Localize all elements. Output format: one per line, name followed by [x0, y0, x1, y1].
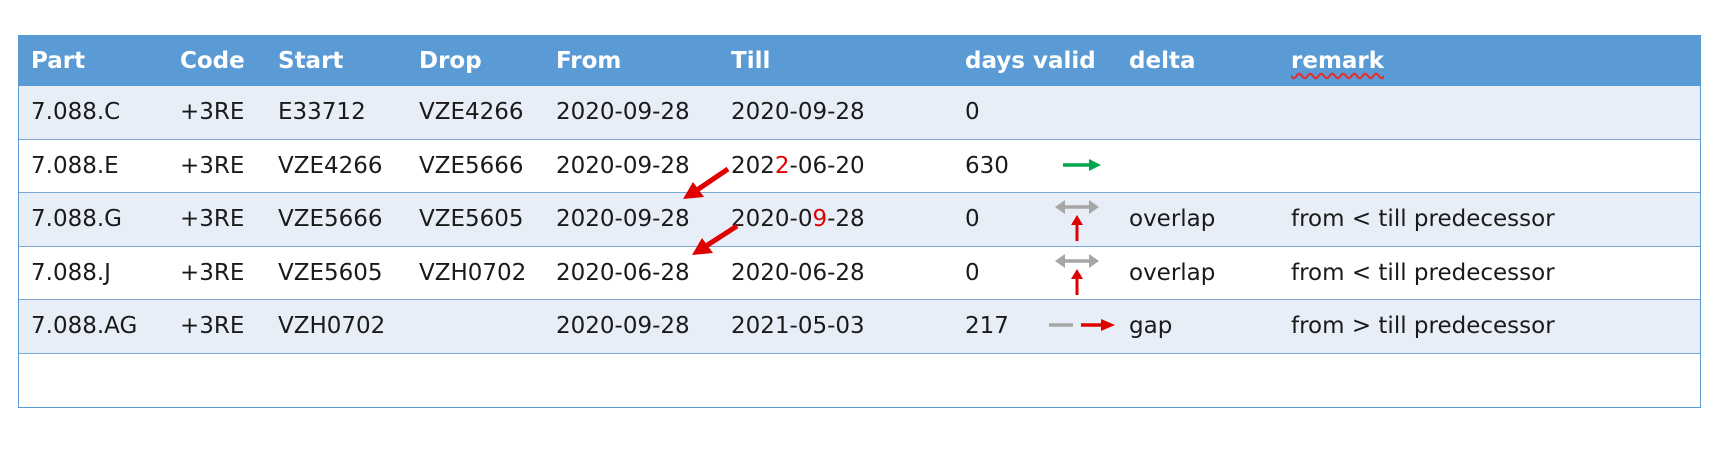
header-till: Till [731, 48, 771, 74]
cell-drop: VZE5666 [419, 152, 524, 179]
till-highlight: 2 [774, 152, 790, 179]
table-row-empty [19, 353, 1700, 407]
cell-drop: VZE4266 [419, 99, 524, 126]
cell-till: 2020-06-28 [731, 259, 865, 286]
cell-drop: VZH0702 [419, 259, 527, 286]
cell-code: +3RE [180, 152, 245, 179]
cell-drop: VZE5605 [419, 206, 524, 233]
gray-double-arrow-with-red-up-arrow-icon [1055, 253, 1099, 295]
cell-from: 2020-06-28 [556, 259, 690, 286]
cell-from: 2020-09-28 [556, 152, 690, 179]
cell-days-valid: 0 [965, 99, 980, 126]
table-row: 7.088.G +3RE VZE5666 VZE5605 2020-09-28 … [19, 193, 1700, 247]
till-part-a: 2020-0 [731, 206, 813, 233]
header-code: Code [180, 48, 245, 74]
cell-from: 2020-09-28 [556, 206, 690, 233]
cell-code: +3RE [180, 313, 245, 340]
cell-part: 7.088.AG [31, 313, 138, 340]
green-right-arrow-icon [1063, 158, 1101, 171]
header-drop: Drop [419, 48, 482, 74]
table-row: 7.088.E +3RE VZE4266 VZE5666 2020-09-28 … [19, 139, 1700, 193]
header-days-valid: days valid [965, 48, 1096, 74]
cell-till: 2021-05-03 [731, 313, 865, 340]
data-table: Part Code Start Drop From Till days vali… [18, 35, 1701, 408]
cell-remark: from < till predecessor [1291, 206, 1555, 233]
till-part-a: 202 [731, 152, 775, 179]
cell-part: 7.088.E [31, 152, 119, 179]
header-start: Start [278, 48, 344, 74]
header-part: Part [31, 48, 86, 74]
cell-days-valid: 630 [965, 152, 1009, 179]
cell-from: 2020-09-28 [556, 99, 690, 126]
cell-start: E33712 [278, 99, 366, 126]
header-from: From [556, 48, 622, 74]
cell-code: +3RE [180, 206, 245, 233]
cell-days-valid: 0 [965, 206, 980, 233]
cell-code: +3RE [180, 99, 245, 126]
cell-start: VZE5605 [278, 259, 383, 286]
cell-from: 2020-09-28 [556, 313, 690, 340]
cell-remark: from > till predecessor [1291, 313, 1555, 340]
header-delta: delta [1129, 48, 1196, 74]
cell-part: 7.088.C [31, 99, 121, 126]
till-highlight: 9 [812, 206, 828, 233]
cell-remark: from < till predecessor [1291, 259, 1555, 286]
gray-double-arrow-with-red-up-arrow-icon [1055, 200, 1099, 241]
table-header: Part Code Start Drop From Till days vali… [19, 36, 1700, 86]
cell-code: +3RE [180, 259, 245, 286]
cell-part: 7.088.J [31, 259, 111, 286]
cell-delta: overlap [1129, 259, 1216, 286]
cell-days-valid: 0 [965, 259, 980, 286]
cell-till: 2020-09-28 [731, 99, 865, 126]
table-row: 7.088.J +3RE VZE5605 VZH0702 2020-06-28 … [19, 246, 1700, 300]
cell-start: VZE4266 [278, 152, 383, 179]
cell-start: VZE5666 [278, 206, 383, 233]
till-part-b: -06-20 [789, 152, 865, 179]
gray-dash-red-right-arrow-icon [1049, 319, 1115, 331]
cell-delta: gap [1129, 313, 1173, 340]
table-row: 7.088.C +3RE E33712 VZE4266 2020-09-28 2… [19, 86, 1700, 140]
header-remark-text: remark [1291, 48, 1385, 74]
till-part-b: -28 [827, 206, 865, 233]
cell-delta: overlap [1129, 206, 1216, 233]
cell-till: 202 2 -06-20 [731, 140, 865, 193]
header-remark: remark [1291, 36, 1384, 86]
cell-part: 7.088.G [31, 206, 122, 233]
cell-start: VZH0702 [278, 313, 386, 340]
table-row: 7.088.AG +3RE VZH0702 2020-09-28 2021-05… [19, 300, 1700, 354]
cell-days-valid: 217 [965, 313, 1009, 340]
